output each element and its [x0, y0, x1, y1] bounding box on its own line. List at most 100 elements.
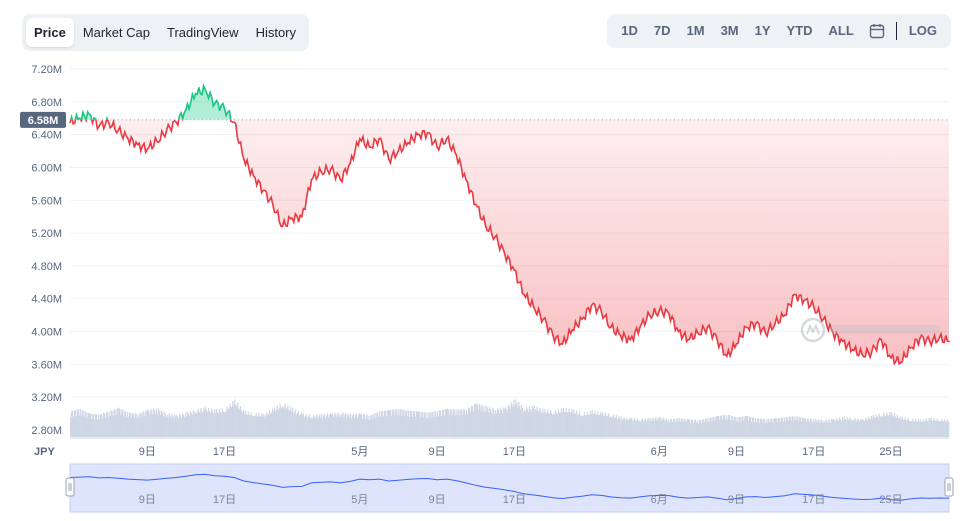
volume-bar	[485, 411, 487, 437]
volume-bar	[298, 415, 301, 437]
volume-bar	[211, 411, 214, 437]
volume-bar	[863, 420, 865, 437]
volume-bar	[265, 415, 267, 437]
volume-bar	[834, 420, 836, 437]
volume-bar	[118, 407, 120, 437]
volume-bar	[712, 417, 714, 437]
range-list: 1D 7D 1M 3M 1Y YTD ALL	[613, 18, 862, 44]
volume-bar	[832, 420, 834, 437]
price-point	[561, 343, 564, 345]
volume-bar	[107, 417, 109, 437]
volume-bar	[340, 417, 342, 437]
volume-bar	[846, 417, 848, 437]
volume-bar	[273, 407, 276, 437]
volume-bar	[134, 413, 136, 437]
tab-tradingview[interactable]: TradingView	[167, 25, 239, 40]
volume-bar	[563, 411, 565, 437]
volume-bar	[912, 418, 914, 437]
volume-bar	[776, 418, 778, 437]
volume-bar	[868, 418, 871, 437]
volume-bar	[252, 415, 254, 437]
volume-bar	[876, 416, 878, 437]
volume-bar	[696, 420, 699, 437]
tab-price[interactable]: Price	[26, 18, 74, 47]
calendar-icon[interactable]	[864, 18, 890, 44]
navigator-right-handle[interactable]	[944, 477, 954, 497]
range-all[interactable]: ALL	[828, 23, 854, 38]
price-point	[610, 326, 612, 329]
volume-bar	[261, 413, 263, 437]
price-point	[165, 129, 168, 132]
volume-bar	[654, 418, 656, 437]
navigator-left-handle[interactable]	[65, 477, 75, 497]
volume-bar	[932, 420, 934, 437]
volume-bar	[618, 416, 620, 437]
volume-bar	[731, 415, 733, 437]
tab-history[interactable]: History	[255, 25, 297, 40]
volume-bar	[155, 414, 157, 437]
log-scale-toggle[interactable]: LOG	[908, 23, 937, 38]
volume-bar	[347, 414, 349, 437]
volume-bar	[288, 410, 290, 437]
volume-bar	[676, 418, 678, 437]
volume-bar	[800, 417, 802, 437]
tab-market-cap[interactable]: Market Cap	[82, 25, 151, 40]
price-point	[310, 178, 313, 181]
volume-bar	[733, 416, 735, 437]
volume-bar	[260, 416, 262, 437]
volume-bar	[826, 420, 828, 437]
volume-bar	[720, 415, 722, 437]
volume-bar	[911, 421, 913, 437]
volume-bar	[768, 419, 770, 437]
volume-bar	[423, 412, 425, 437]
price-point	[98, 125, 100, 128]
volume-bar	[411, 417, 414, 437]
volume-bar	[141, 416, 143, 437]
volume-bar	[468, 408, 471, 437]
volume-bar	[874, 418, 876, 437]
volume-bar	[512, 407, 514, 437]
volume-bar	[887, 414, 889, 437]
volume-bar	[399, 409, 401, 437]
volume-bar	[693, 422, 695, 437]
volume-bar	[294, 411, 296, 437]
range-3m[interactable]: 3M	[720, 23, 739, 38]
volume-bar	[326, 413, 329, 437]
volume-bar	[195, 411, 197, 437]
navigator-tick-label: 17日	[503, 494, 526, 506]
volume-bar	[660, 417, 662, 437]
volume-bar	[771, 418, 773, 437]
volume-bar	[422, 417, 424, 437]
price-point	[639, 326, 641, 329]
volume-bar	[920, 421, 923, 437]
volume-bar	[433, 417, 435, 437]
volume-bar	[180, 415, 182, 437]
volume-bar	[415, 411, 418, 437]
volume-bar	[838, 417, 841, 437]
volume-bar	[581, 416, 584, 437]
volume-bar	[184, 412, 187, 437]
range-1m[interactable]: 1M	[686, 23, 705, 38]
volume-bar	[403, 409, 405, 437]
volume-bar	[845, 420, 847, 437]
volume-bar	[255, 413, 257, 437]
volume-bar	[814, 418, 816, 437]
volume-bar	[549, 414, 551, 437]
volume-bar	[272, 411, 275, 437]
volume-bar	[892, 416, 895, 437]
range-7d[interactable]: 7D	[653, 23, 671, 38]
volume-bar	[859, 421, 861, 437]
range-1y[interactable]: 1Y	[754, 23, 771, 38]
volume-bar	[906, 420, 908, 437]
volume-bar	[154, 410, 156, 437]
range-1d[interactable]: 1D	[621, 23, 638, 38]
volume-bar	[518, 402, 520, 437]
volume-bar	[152, 414, 154, 437]
navigator-tick-label: 9日	[728, 494, 745, 506]
price-point	[494, 236, 496, 238]
volume-bar	[450, 409, 452, 437]
price-point	[445, 137, 448, 140]
volume-bar	[944, 419, 946, 437]
volume-bar	[608, 416, 611, 437]
range-ytd[interactable]: YTD	[786, 23, 813, 38]
